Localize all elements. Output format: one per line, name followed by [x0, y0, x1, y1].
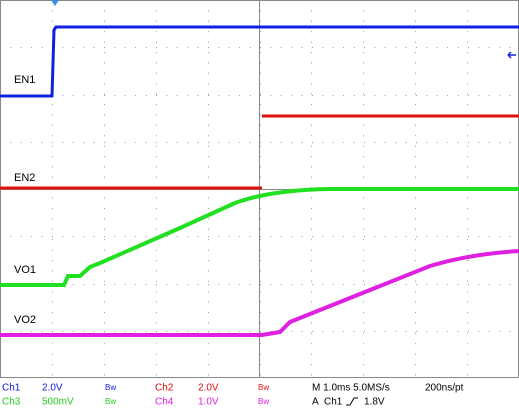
- bandwidth-limit: Bw: [105, 397, 116, 406]
- trigger-level: 1.8V: [364, 397, 385, 408]
- trigger-source: Ch1: [324, 397, 343, 408]
- channel-name: Ch2: [155, 383, 174, 394]
- trigger-slope: [346, 397, 358, 406]
- resolution: 200ns/pt: [425, 383, 464, 394]
- trace-vo2: [0, 249, 519, 337]
- bandwidth-limit: Bw: [258, 383, 269, 392]
- channel-scale: 2.0V: [42, 383, 63, 394]
- bandwidth-limit: Bw: [105, 383, 116, 392]
- channel-name: Ch4: [155, 397, 174, 408]
- channel-scale: 2.0V: [198, 383, 219, 394]
- channel-scale: 1.0V: [198, 397, 219, 408]
- bandwidth-limit: Bw: [258, 397, 269, 406]
- trace-label: VO1: [14, 264, 36, 276]
- channel-scale: 500mV: [42, 397, 74, 408]
- trace-label: EN1: [14, 74, 35, 86]
- trace-en1: [0, 25, 519, 98]
- trigger-mode: A: [312, 397, 319, 408]
- channel-name: Ch1: [2, 383, 21, 394]
- trace-label: EN2: [14, 172, 35, 184]
- trace-vo1: [0, 187, 519, 287]
- timebase: M 1.0ms 5.0MS/s: [312, 383, 390, 394]
- trigger-position-marker: [51, 0, 59, 6]
- channel-name: Ch3: [2, 397, 21, 408]
- trigger-level-marker: [507, 51, 516, 59]
- trace-label: VO2: [14, 314, 36, 326]
